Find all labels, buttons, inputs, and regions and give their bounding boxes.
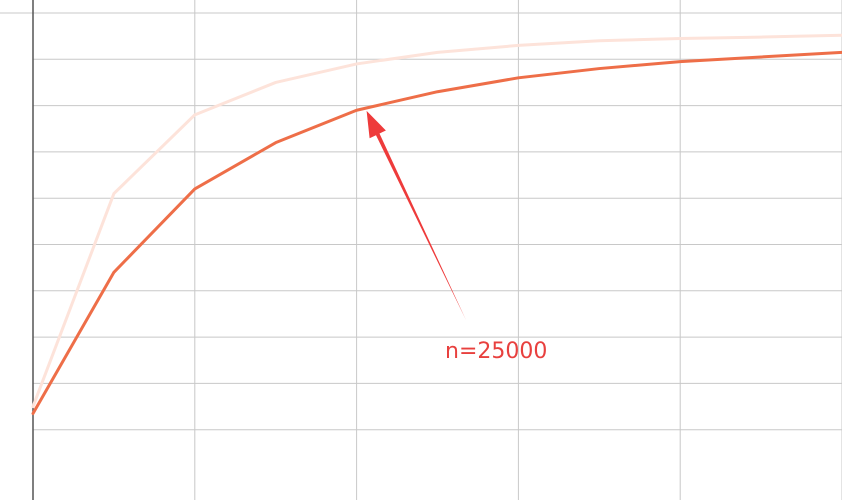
annotation-arrow: [366, 110, 466, 321]
annotation-arrow-shape: [366, 110, 466, 321]
annotation-label: n=25000: [445, 339, 547, 364]
series-group: [31, 33, 842, 415]
annotation-group: n=25000: [366, 110, 547, 364]
series-line-2: [31, 33, 842, 409]
series-line-1: [31, 50, 842, 415]
